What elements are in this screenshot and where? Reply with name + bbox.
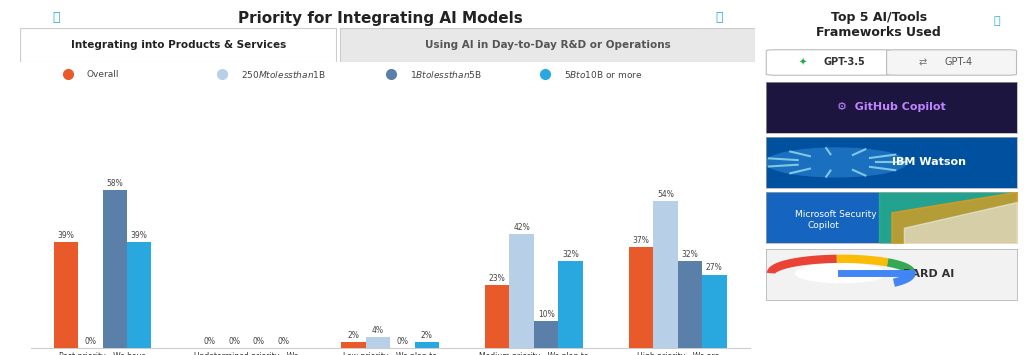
Text: $250M to less than $1B: $250M to less than $1B [241,69,326,80]
Text: ⓘ: ⓘ [993,16,1000,26]
Text: 27%: 27% [706,263,723,272]
Bar [510,234,534,348]
Text: Integrating into Products & Services: Integrating into Products & Services [71,40,286,50]
Text: 23%: 23% [488,274,506,283]
Text: 0%: 0% [278,337,289,346]
Bar [558,261,583,348]
Text: 0%: 0% [228,337,241,346]
FancyBboxPatch shape [887,50,1017,75]
Text: $1B to less than $5B: $1B to less than $5B [410,69,481,80]
Text: ⚙  GitHub Copilot: ⚙ GitHub Copilot [837,102,946,113]
Text: BARD AI: BARD AI [903,269,954,279]
Bar [653,201,678,348]
Text: 4%: 4% [372,326,384,335]
Text: IBM Watson: IBM Watson [892,157,966,168]
Bar [415,343,439,348]
Text: $5B to $10B or more: $5B to $10B or more [564,69,642,80]
Bar [534,321,558,348]
Bar [341,343,366,348]
Bar [127,242,152,348]
Circle shape [796,264,887,283]
Text: 32%: 32% [562,250,579,259]
Circle shape [766,148,906,177]
Text: 39%: 39% [57,231,75,240]
Text: Top 5 AI/Tools
Frameworks Used: Top 5 AI/Tools Frameworks Used [816,11,941,39]
Text: 2%: 2% [347,331,359,340]
Bar [366,337,390,348]
Text: Priority for Integrating AI Models: Priority for Integrating AI Models [238,11,522,26]
Text: 39%: 39% [131,231,147,240]
Bar [702,275,727,348]
Text: 54%: 54% [657,190,674,199]
Text: Microsoft Security: Microsoft Security [796,211,877,219]
Bar [485,285,510,348]
Text: GPT-3.5: GPT-3.5 [823,58,865,67]
Text: ⓘ: ⓘ [715,11,723,24]
Text: 32%: 32% [682,250,698,259]
FancyBboxPatch shape [20,28,336,62]
Text: ✦: ✦ [799,58,807,67]
Text: ⓘ: ⓘ [52,11,60,24]
Bar [102,190,127,348]
Text: 37%: 37% [633,236,649,245]
Text: 0%: 0% [253,337,264,346]
Text: 2%: 2% [421,331,433,340]
Text: Using AI in Day-to-Day R&D or Operations: Using AI in Day-to-Day R&D or Operations [425,40,671,50]
Bar [678,261,702,348]
Bar [629,247,653,348]
Text: ⇄: ⇄ [919,58,927,67]
Text: 42%: 42% [513,223,530,232]
Text: 10%: 10% [538,310,555,318]
Text: Copilot: Copilot [808,221,840,230]
FancyBboxPatch shape [340,28,755,62]
Text: Overall: Overall [87,70,119,78]
Bar [53,242,78,348]
Text: 0%: 0% [396,337,409,346]
Text: 0%: 0% [204,337,216,346]
Text: 58%: 58% [106,179,123,188]
Text: 0%: 0% [84,337,96,346]
FancyBboxPatch shape [766,50,891,75]
Text: GPT-4: GPT-4 [945,58,973,67]
